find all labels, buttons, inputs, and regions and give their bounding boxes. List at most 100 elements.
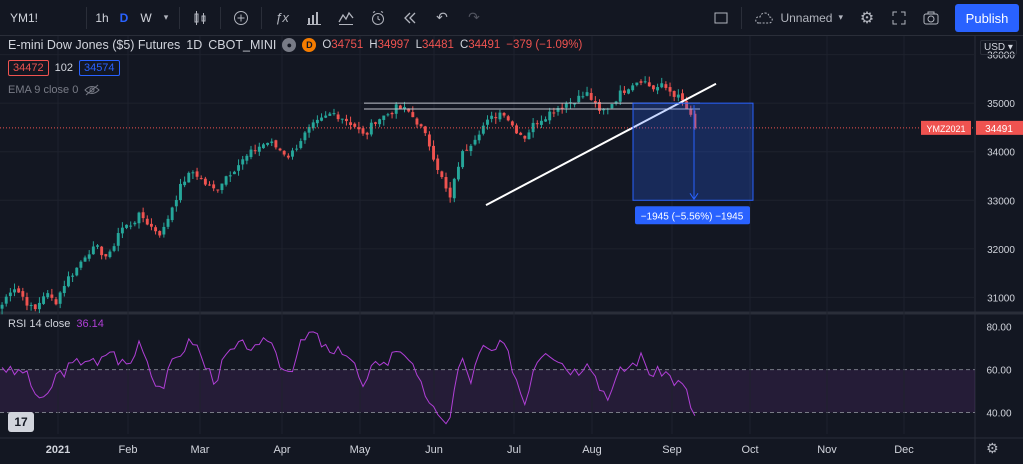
candle-body [365, 132, 369, 135]
publish-button[interactable]: Publish [955, 4, 1019, 32]
candles-icon[interactable] [184, 0, 216, 36]
candle-body [469, 145, 473, 152]
candle-body [361, 128, 365, 134]
candle-body [386, 114, 390, 116]
candle-body [494, 117, 498, 119]
candle-body [278, 148, 282, 151]
templates-icon[interactable] [298, 0, 330, 36]
high-label: H [369, 39, 378, 51]
candle-body [266, 142, 270, 145]
cloud-icon [755, 11, 774, 23]
candle-body [631, 85, 635, 91]
gear-icon[interactable]: ⚙ [859, 9, 875, 27]
time-tick-label: 2021 [46, 444, 70, 456]
rsi-line [1, 331, 696, 425]
layout-name-button[interactable]: Unnamed ▾ [746, 11, 851, 25]
redo-icon[interactable]: ↷ [468, 9, 480, 25]
rsi-band [0, 369, 975, 413]
candle-body [33, 304, 37, 310]
interval-w-button[interactable]: W [140, 10, 152, 25]
ema-legend[interactable]: EMA 9 close 0 [8, 84, 101, 96]
candle-body [199, 178, 203, 180]
fullscreen-icon[interactable] [883, 0, 915, 36]
symbol-search-button[interactable]: YM1! [0, 0, 82, 36]
candle-body [133, 222, 137, 225]
candle-body [162, 226, 166, 235]
candle-body [382, 115, 386, 120]
alert-clock-icon[interactable] [362, 0, 394, 36]
toolbar-divider [741, 6, 743, 29]
candle-body [237, 165, 241, 171]
candle-body [141, 212, 145, 219]
candle-body [340, 118, 344, 120]
interval-1h-button[interactable]: 1h [95, 10, 109, 25]
open-value: 34751 [331, 39, 364, 51]
ema-label: EMA 9 close 0 [8, 84, 79, 96]
screen-icon[interactable] [705, 0, 737, 36]
candle-body [25, 297, 29, 306]
candle-body [291, 150, 294, 157]
candle-body [179, 183, 182, 201]
rsi-legend[interactable]: RSI 14 close 36.14 [8, 318, 104, 330]
candle-body [685, 101, 689, 109]
rsi-label: RSI 14 close [8, 318, 71, 330]
candle-body [419, 124, 423, 127]
candle-body [573, 103, 577, 105]
candle-body [398, 105, 402, 110]
candle-body [523, 135, 527, 139]
candle-body [228, 175, 232, 177]
time-tick-label: Dec [894, 444, 914, 456]
rsi-tick-label: 60.00 [986, 366, 1011, 377]
eye-hidden-icon[interactable] [84, 84, 101, 96]
candle-body [660, 83, 664, 88]
top-toolbar: YM1! 1h D W ▾ ƒx ↶ ↷ Unnamed ▾ ⚙ [0, 0, 1023, 36]
sell-button[interactable]: 34472 [8, 60, 49, 76]
candle-body [307, 127, 311, 133]
price-tick-label: 36000 [987, 51, 1015, 62]
change-value: −379 (−1.09%) [506, 39, 583, 51]
candle-body [191, 172, 195, 174]
time-tick-label: Sep [662, 444, 682, 456]
toolbar-divider [220, 6, 221, 29]
candle-body [357, 127, 361, 130]
fx-icon[interactable]: ƒx [275, 10, 289, 25]
measure-label-text: −1945 (−5.56%) −1945 [641, 211, 744, 222]
gear-icon[interactable]: ⚙ [986, 440, 999, 456]
candle-body [481, 125, 485, 134]
camera-icon[interactable] [915, 0, 947, 36]
candle-body [303, 132, 307, 141]
price-tick-label: 35000 [987, 99, 1015, 110]
measure-arrow-head [689, 193, 699, 201]
candle-body [21, 291, 25, 297]
candle-body [618, 90, 622, 102]
undo-icon[interactable]: ↶ [436, 9, 448, 25]
symbol-legend: E-mini Dow Jones ($5) Futures 1D CBOT_MI… [8, 38, 582, 52]
candle-body [274, 140, 278, 148]
candle-body [224, 176, 228, 185]
time-tick-label: Apr [273, 444, 290, 456]
candle-body [461, 151, 465, 168]
candle-body [174, 199, 178, 207]
plus-circle-icon[interactable] [225, 0, 257, 36]
buy-button[interactable]: 34574 [78, 60, 120, 76]
candle-body [129, 225, 133, 227]
indicators-icon[interactable] [330, 0, 362, 36]
chevron-down-icon[interactable]: ▾ [163, 12, 169, 22]
currency-selector[interactable]: USD ▾ [980, 40, 1017, 55]
candle-body [8, 292, 12, 297]
candle-body [261, 144, 265, 149]
delayed-data-badge[interactable]: D [302, 38, 317, 52]
candle-body [407, 108, 411, 112]
candle-body [510, 121, 514, 126]
eye-pill-icon[interactable]: ● [282, 38, 297, 52]
interval-d-button[interactable]: D [119, 10, 129, 25]
candle-body [220, 183, 224, 191]
candle-body [96, 245, 99, 247]
candle-body [556, 107, 560, 112]
candle-body [286, 155, 290, 158]
time-tick-label: Nov [817, 444, 837, 456]
candle-body [75, 267, 79, 276]
replay-icon[interactable] [394, 0, 426, 36]
candle-body [539, 120, 543, 125]
chart-canvas[interactable]: 31000 32000 33000 34000 35000 36000 40.00 60.00… [0, 36, 1023, 464]
